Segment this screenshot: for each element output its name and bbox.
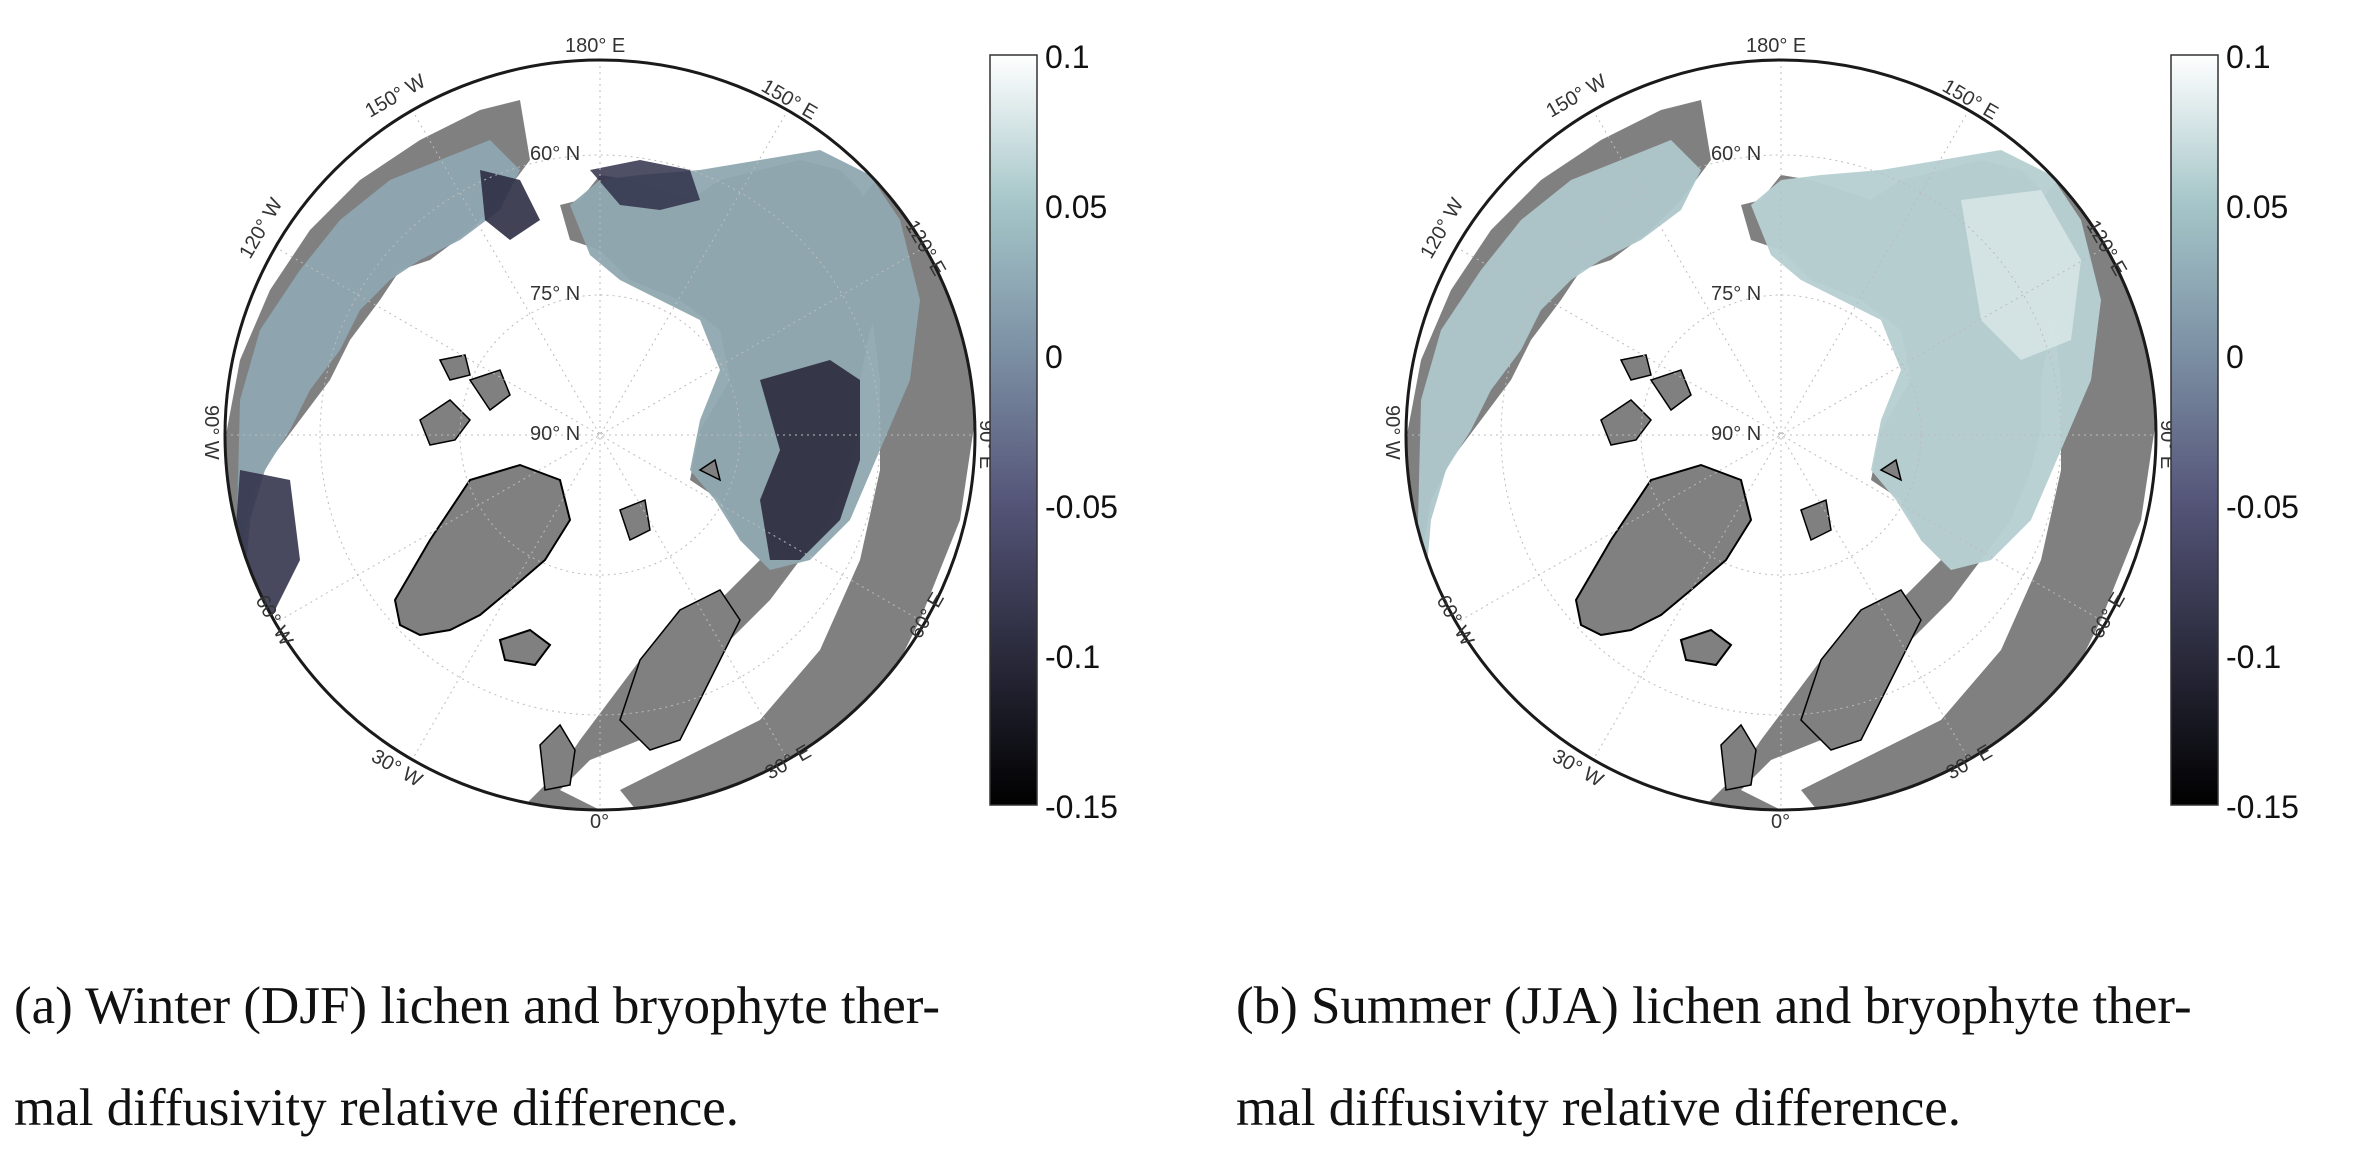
lat-label-90: 90° N — [1711, 423, 1761, 445]
map-content — [225, 60, 975, 810]
arctic-islands — [1600, 354, 1903, 542]
lat-label-90: 90° N — [530, 423, 580, 445]
colorbar-tick: -0.05 — [2226, 489, 2299, 525]
arctic-islands — [419, 354, 722, 542]
colorbar-tick: 0.05 — [2226, 189, 2288, 225]
graticule — [1406, 60, 2156, 810]
colorbar-ticks: 0.1 0.05 0 -0.05 -0.1 -0.15 — [2226, 39, 2299, 825]
lon-label-90w: 90° W — [200, 405, 222, 460]
scandinavia-land — [1800, 589, 1922, 751]
siberia-dark-patch — [590, 160, 700, 210]
siberia-light-region — [1961, 190, 2081, 360]
lon-label-90w: 90° W — [1381, 405, 1403, 460]
polar-map-figure: 60° N 75° N 90° N 0° 30° E 60° E 90° E 1… — [1381, 35, 2299, 833]
colorbar-tick: 0 — [1045, 339, 1063, 375]
figure-caption-a: (a) Winter (DJF) lichen and bryophyte th… — [14, 955, 1154, 1159]
lat-label-60: 60° N — [1711, 143, 1761, 165]
lon-label-180: 180° E — [1746, 35, 1806, 57]
lon-label-0: 0° — [590, 811, 609, 833]
colorbar-tick: -0.1 — [2226, 639, 2281, 675]
lon-label-180: 180° E — [565, 35, 625, 57]
north-america-vegetation — [1416, 140, 1701, 600]
caption-line: mal diffusivity relative difference. — [1236, 1079, 1962, 1137]
eurasia-dark-region — [760, 360, 860, 560]
alaska-dark-patch — [480, 170, 540, 240]
colorbar-tick: 0.1 — [1045, 39, 1089, 75]
colorbar-tick: -0.1 — [1045, 639, 1100, 675]
colorbar-tick: -0.15 — [2226, 789, 2299, 825]
figure-caption-b: (b) Summer (JJA) lichen and bryophyte th… — [1236, 955, 2362, 1159]
greenland-land — [1574, 463, 1753, 637]
latitude-labels: 60° N 75° N 90° N — [1711, 143, 1761, 445]
colorbar-tick: 0.1 — [2226, 39, 2270, 75]
graticule — [225, 60, 975, 810]
greenland-land — [393, 463, 572, 637]
lat-label-75: 75° N — [1711, 283, 1761, 305]
latitude-labels: 60° N 75° N 90° N — [530, 143, 580, 445]
caption-line: (a) Winter (DJF) lichen and bryophyte th… — [14, 977, 940, 1035]
lat-label-60: 60° N — [530, 143, 580, 165]
uk-land — [539, 723, 576, 791]
figure-panel-b: 60° N 75° N 90° N 0° 30° E 60° E 90° E 1… — [1181, 0, 2362, 1153]
colorbar-tick: 0 — [2226, 339, 2244, 375]
colorbar-ticks: 0.1 0.05 0 -0.05 -0.1 -0.15 — [1045, 39, 1118, 825]
colorbar — [2170, 54, 2219, 806]
iceland-land — [498, 628, 552, 667]
uk-land — [1720, 723, 1757, 791]
map-frame — [1404, 58, 2158, 812]
colorbar-tick: -0.05 — [1045, 489, 1118, 525]
iceland-land — [1679, 628, 1733, 667]
lat-label-75: 75° N — [530, 283, 580, 305]
caption-line: mal diffusivity relative difference. — [14, 1079, 740, 1137]
colorbar-tick: 0.05 — [1045, 189, 1107, 225]
figure-panel-a: 60° N 75° N 90° N 0° 30° E 60° E 90° E 1… — [0, 0, 1181, 1153]
map-content — [1406, 60, 2156, 810]
polar-map-figure: 60° N 75° N 90° N 0° 30° E 60° E 90° E 1… — [200, 35, 1118, 833]
map-frame — [223, 58, 977, 812]
caption-line: (b) Summer (JJA) lichen and bryophyte th… — [1236, 977, 2192, 1035]
colorbar — [989, 54, 1038, 806]
lon-label-0: 0° — [1771, 811, 1790, 833]
colorbar-tick: -0.15 — [1045, 789, 1118, 825]
scandinavia-land — [619, 589, 741, 751]
